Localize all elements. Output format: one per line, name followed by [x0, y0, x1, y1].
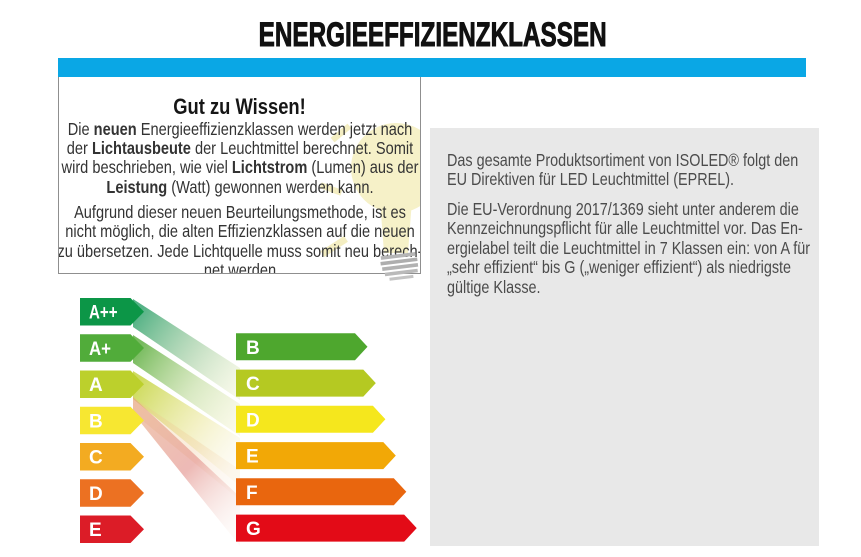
svg-text:E: E [246, 447, 259, 468]
svg-text:A+: A+ [89, 339, 111, 360]
svg-text:A++: A++ [89, 303, 118, 324]
svg-text:B: B [89, 411, 103, 432]
svg-text:E: E [89, 520, 102, 541]
svg-text:B: B [246, 338, 260, 359]
svg-text:F: F [246, 483, 258, 504]
svg-text:A: A [89, 375, 103, 396]
svg-text:C: C [246, 374, 260, 395]
svg-text:D: D [89, 484, 103, 505]
svg-text:G: G [246, 519, 261, 540]
svg-text:D: D [246, 410, 260, 431]
svg-text:C: C [89, 448, 103, 469]
